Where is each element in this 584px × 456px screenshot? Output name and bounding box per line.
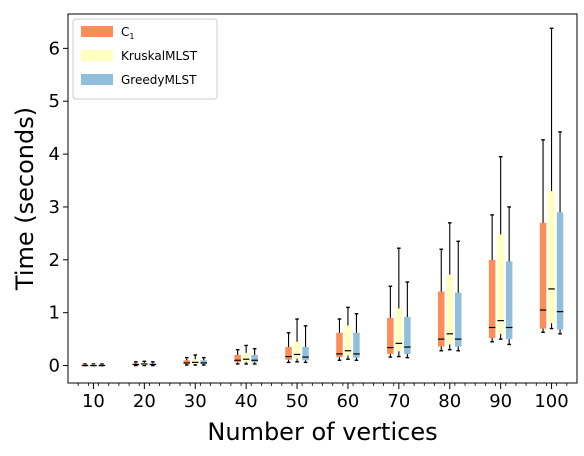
box-kruskalmlst-100 [548,27,555,330]
box-series-layer [81,27,564,367]
box-greedymlst-70 [404,281,411,359]
box-c1-40 [234,348,241,365]
y-tick-label: 5 [49,91,60,112]
box-greedymlst-10 [98,363,106,367]
y-tick-label: 2 [49,250,60,271]
y-tick-label: 4 [49,144,60,165]
legend-label-c1: C1 [121,25,134,41]
box-c1-90 [488,214,496,343]
box-iqr [497,234,504,334]
legend: C1 KruskalMLST GreedyMLST [72,18,218,100]
box-c1-70 [387,285,394,358]
x-tick-label: 40 [235,391,258,412]
x-tick-label: 30 [184,391,207,412]
y-tick-label: 3 [49,197,60,218]
box-greedymlst-80 [455,240,462,352]
box-iqr [455,292,462,347]
box-greedymlst-20 [149,361,157,367]
box-kruskalmlst-70 [395,247,403,358]
box-iqr [302,347,309,361]
x-tick-label: 50 [286,391,309,412]
y-axis-label: Time (seconds) [11,107,39,291]
x-tick-label: 20 [133,391,156,412]
legend-swatch-c1 [81,26,113,37]
x-tick-label: 60 [336,391,359,412]
box-greedymlst-90 [505,206,513,346]
box-kruskalmlst-20 [141,360,148,367]
box-iqr [438,291,445,347]
box-greedymlst-100 [556,131,564,335]
box-iqr [539,222,547,329]
y-tick-label: 1 [49,303,60,324]
box-iqr [395,308,403,352]
box-kruskalmlst-50 [293,318,301,363]
box-iqr [387,317,394,354]
box-kruskalmlst-40 [242,344,250,365]
box-c1-20 [132,361,140,367]
x-axis-label: Number of vertices [207,418,437,446]
box-iqr [234,354,241,363]
box-greedymlst-60 [353,313,360,361]
box-kruskalmlst-30 [192,354,199,366]
box-kruskalmlst-80 [446,222,453,351]
x-tick-label: 80 [438,391,461,412]
box-iqr [183,360,190,364]
box-c1-30 [183,356,190,366]
box-iqr [446,274,453,345]
box-greedymlst-50 [302,325,309,364]
legend-label-greedymlst: GreedyMLST [121,73,197,87]
box-c1-10 [81,363,89,367]
box-greedymlst-30 [200,356,207,366]
y-tick-label: 0 [49,356,60,377]
box-iqr [251,354,258,363]
box-iqr [353,332,360,358]
box-iqr [242,352,250,362]
x-tick-label: 100 [534,391,568,412]
box-iqr [200,360,207,364]
x-tick-label: 10 [82,391,105,412]
box-kruskalmlst-10 [90,363,97,367]
x-tick-label: 70 [387,391,410,412]
legend-swatch-greedymlst [81,74,113,85]
box-iqr [285,347,292,360]
box-iqr [404,316,411,354]
axis-ticks: 0 1 2 3 4 5 6 10 20 30 40 50 60 70 80 90 100 [49,38,569,412]
box-c1-100 [539,139,547,333]
y-tick-label: 6 [49,38,60,59]
box-iqr [192,359,199,364]
box-iqr [505,261,513,340]
legend-label-kruskalmlst: KruskalMLST [121,49,198,63]
plot-frame [67,13,578,384]
x-tick-label: 90 [489,391,512,412]
box-c1-50 [285,332,292,364]
legend-swatch-kruskalmlst [81,50,113,61]
box-iqr [293,341,301,359]
box-kruskalmlst-60 [344,306,352,360]
box-kruskalmlst-90 [497,156,504,340]
box-iqr [488,259,496,339]
box-greedymlst-40 [251,347,258,365]
box-iqr [336,332,343,358]
box-c1-60 [336,318,343,361]
box-c1-80 [438,248,445,352]
box-iqr [344,325,352,356]
box-iqr [556,212,564,330]
box-iqr [548,191,555,324]
